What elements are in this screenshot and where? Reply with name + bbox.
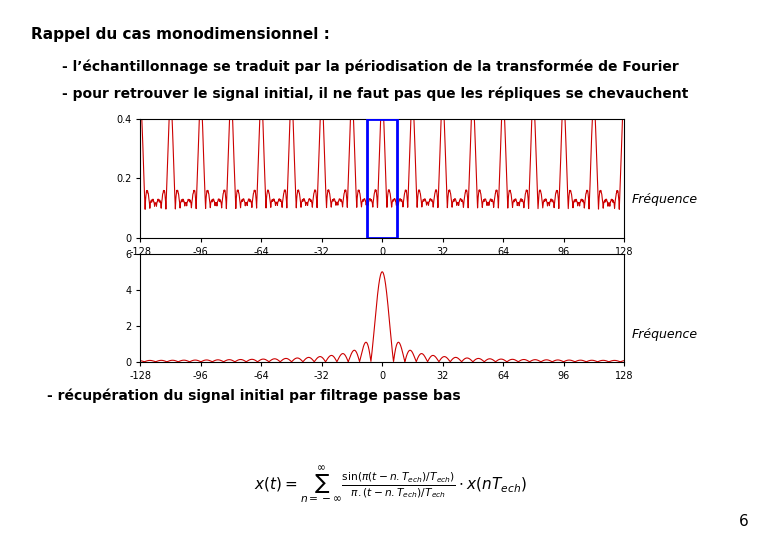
Bar [367,119,397,238]
Text: 6: 6 [739,514,749,529]
Text: Fréquence: Fréquence [632,193,698,206]
Text: - l’échantillonnage se traduit par la périodisation de la transformée de Fourier: - l’échantillonnage se traduit par la pé… [62,59,679,74]
Text: Rappel du cas monodimensionnel :: Rappel du cas monodimensionnel : [31,27,330,42]
Text: $x(t) = \sum_{n=-\infty}^{\infty} \frac{\sin(\pi(t-n.T_{ech})/T_{ech})}{\pi.(t-n: $x(t) = \sum_{n=-\infty}^{\infty} \frac{… [254,464,526,506]
Text: - pour retrouver le signal initial, il ne faut pas que les répliques se chevauch: - pour retrouver le signal initial, il n… [62,86,689,101]
Text: Fréquence: Fréquence [632,328,698,341]
Text: - récupération du signal initial par filtrage passe bas: - récupération du signal initial par fil… [47,389,460,403]
